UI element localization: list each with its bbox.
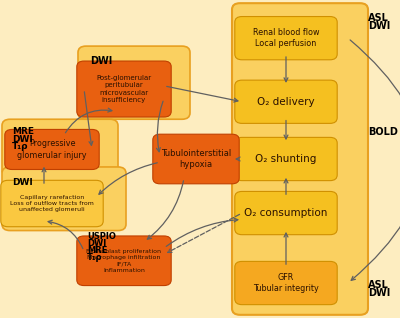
Text: GFR
Tubular integrity: GFR Tubular integrity — [253, 273, 319, 293]
FancyBboxPatch shape — [77, 236, 171, 286]
Text: MRE: MRE — [87, 246, 108, 255]
Text: Renal blood flow
Local perfusion: Renal blood flow Local perfusion — [253, 28, 319, 48]
FancyBboxPatch shape — [5, 129, 99, 169]
Text: BOLD: BOLD — [368, 127, 398, 137]
FancyBboxPatch shape — [77, 61, 171, 117]
Text: ASL: ASL — [368, 13, 389, 23]
Text: DWI: DWI — [368, 288, 390, 298]
Text: DWI: DWI — [87, 239, 106, 248]
Text: MRE: MRE — [12, 127, 34, 136]
FancyBboxPatch shape — [235, 261, 337, 305]
Text: Fiberoblast proliferation
Macrophage infiltration
IF/TA
Inflammation: Fiberoblast proliferation Macrophage inf… — [86, 249, 162, 273]
FancyBboxPatch shape — [153, 134, 239, 184]
FancyBboxPatch shape — [235, 17, 337, 60]
FancyBboxPatch shape — [78, 46, 190, 119]
FancyBboxPatch shape — [2, 167, 126, 231]
Text: USPIO: USPIO — [87, 232, 116, 241]
Text: O₂ consumption: O₂ consumption — [244, 208, 328, 218]
FancyBboxPatch shape — [232, 3, 368, 315]
FancyBboxPatch shape — [235, 191, 337, 235]
Text: O₂ delivery: O₂ delivery — [257, 97, 315, 107]
FancyBboxPatch shape — [1, 180, 103, 227]
Text: T₁ρ: T₁ρ — [87, 253, 103, 262]
Text: O₂ shunting: O₂ shunting — [255, 154, 317, 164]
Text: Tubulointerstitial
hypoxia: Tubulointerstitial hypoxia — [161, 149, 231, 169]
FancyBboxPatch shape — [2, 119, 118, 176]
Text: Progressive
glomerular injury: Progressive glomerular injury — [17, 139, 87, 160]
Text: DWI: DWI — [12, 135, 33, 144]
FancyBboxPatch shape — [235, 80, 337, 123]
Text: DWI: DWI — [12, 178, 33, 187]
Text: Capillary rarefaction
Loss of outflow tracts from
unaffected glomeruli: Capillary rarefaction Loss of outflow tr… — [10, 195, 94, 212]
Text: Post-glomerular
peritubular
microvascular
insufficiency: Post-glomerular peritubular microvascula… — [96, 75, 152, 103]
Text: ASL: ASL — [368, 280, 389, 290]
Text: DWI: DWI — [368, 21, 390, 31]
FancyBboxPatch shape — [235, 137, 337, 181]
Text: T₁ρ: T₁ρ — [12, 142, 28, 151]
Text: DWI: DWI — [90, 56, 112, 66]
